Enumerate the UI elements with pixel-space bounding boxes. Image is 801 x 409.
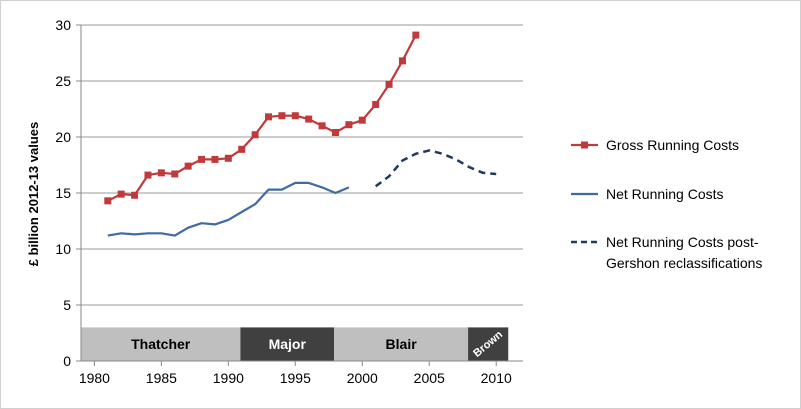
series-0-point-1992 (251, 131, 259, 139)
series-0-point-1989 (211, 155, 219, 163)
series-0-point-1997 (318, 122, 326, 130)
legend-label-2-line-0: Net Running Costs post- (606, 234, 759, 250)
series-0-point-1984 (144, 171, 152, 179)
series-0-point-1993 (265, 113, 273, 121)
series-0-point-1982 (117, 190, 125, 198)
era-bands: Thatcher Major Blair Brown (81, 327, 509, 361)
series-0-point-1983 (131, 191, 139, 199)
legend-label-2-line-1: Gershon reclassifications (606, 255, 762, 271)
x-tick-label-2005: 2005 (414, 370, 445, 386)
series-0-point-1986 (171, 170, 179, 178)
series-0-point-2002 (385, 80, 393, 88)
series-0-point-2004 (412, 31, 420, 39)
y-tick-label-25: 25 (55, 73, 71, 89)
series-group (104, 31, 497, 237)
y-tick-label-0: 0 (63, 353, 71, 369)
y-tick-label-10: 10 (55, 241, 71, 257)
series-0-point-1985 (157, 169, 165, 177)
x-tick-label-1980: 1980 (79, 370, 110, 386)
legend-label-2: Net Running Costs post- Gershon reclassif… (606, 234, 762, 271)
era-label-thatcher: Thatcher (131, 336, 191, 352)
y-tick-label-15: 15 (55, 185, 71, 201)
legend-label-0: Gross Running Costs (606, 137, 739, 153)
era-label-blair: Blair (386, 336, 418, 352)
series-line-2 (374, 149, 497, 188)
series-0-point-1991 (238, 145, 246, 153)
legend-label-1: Net Running Costs (606, 186, 724, 202)
series-0-point-1994 (278, 112, 286, 120)
series-0-point-1981 (104, 197, 112, 205)
y-tick-label-5: 5 (63, 297, 71, 313)
era-band-blair (334, 327, 469, 361)
series-0-point-1999 (345, 121, 353, 129)
x-tick-label-1995: 1995 (280, 370, 311, 386)
y-tick-label-30: 30 (55, 17, 71, 33)
era-band-major (240, 327, 335, 361)
y-axis-label: £ billion 2012-13 values (26, 122, 41, 267)
y-tick-label-20: 20 (55, 129, 71, 145)
series-0-point-2000 (358, 116, 366, 124)
series-0-point-1990 (224, 154, 232, 162)
series-0-point-2001 (372, 101, 380, 109)
x-tick-label-1985: 1985 (146, 370, 177, 386)
x-tick-label-2010: 2010 (481, 370, 512, 386)
series-0-point-2003 (398, 57, 406, 65)
series-0-point-1988 (198, 155, 206, 163)
series-0-point-1996 (305, 115, 313, 123)
legend-marker-0 (581, 141, 588, 149)
era-band-brown (468, 327, 509, 361)
axes: 0 5 10 15 20 25 30 1980 1985 1990 1995 2000 2005 2010 (55, 17, 523, 386)
legend: Gross Running Costs Net Running Costs Net … (571, 137, 762, 271)
series-0-point-1998 (331, 129, 339, 137)
x-tick-label-1990: 1990 (213, 370, 244, 386)
series-0-point-1995 (291, 112, 299, 120)
series-0-point-1987 (184, 162, 192, 170)
x-tick-label-2000: 2000 (347, 370, 378, 386)
era-label-major: Major (269, 336, 307, 352)
series-line-1 (107, 181, 350, 237)
era-band-thatcher (81, 327, 241, 361)
gridlines (81, 24, 523, 306)
